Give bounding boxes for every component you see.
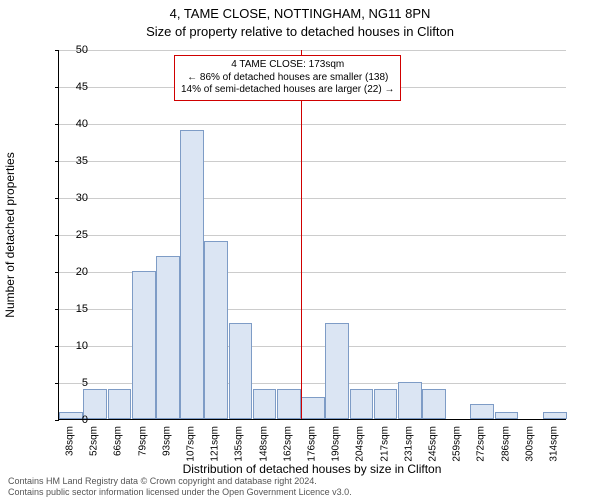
histogram-bar <box>180 130 204 419</box>
annotation-line2: ← 86% of detached houses are smaller (13… <box>181 72 394 85</box>
ytick-label: 5 <box>58 377 88 389</box>
xtick-label: 93sqm <box>161 426 172 456</box>
xtick-label: 66sqm <box>113 426 124 456</box>
chart-container: 4, TAME CLOSE, NOTTINGHAM, NG11 8PN Size… <box>0 0 600 500</box>
ytick-label: 15 <box>58 303 88 315</box>
histogram-bar <box>470 404 494 419</box>
xtick-label: 231sqm <box>403 426 414 462</box>
xtick-label: 38sqm <box>65 426 76 456</box>
xtick-label: 79sqm <box>137 426 148 456</box>
xtick-label: 148sqm <box>258 426 269 462</box>
gridline <box>59 124 566 125</box>
histogram-bar <box>422 389 446 419</box>
ytick-label: 45 <box>58 81 88 93</box>
xtick-label: 259sqm <box>452 426 463 462</box>
ytick-label: 50 <box>58 44 88 56</box>
gridline <box>59 161 566 162</box>
xtick-label: 245sqm <box>427 426 438 462</box>
annotation-box: 4 TAME CLOSE: 173sqm← 86% of detached ho… <box>174 55 401 101</box>
histogram-bar <box>543 412 567 419</box>
xtick-label: 162sqm <box>282 426 293 462</box>
histogram-bar <box>495 412 519 419</box>
histogram-bar <box>132 271 156 419</box>
xtick-label: 286sqm <box>500 426 511 462</box>
histogram-bar <box>204 241 228 419</box>
chart-title-address: 4, TAME CLOSE, NOTTINGHAM, NG11 8PN <box>0 6 600 21</box>
ytick-label: 25 <box>58 229 88 241</box>
xtick-label: 121sqm <box>210 426 221 462</box>
annotation-line1: 4 TAME CLOSE: 173sqm <box>181 59 394 72</box>
gridline <box>59 198 566 199</box>
xtick-label: 217sqm <box>379 426 390 462</box>
footer-line1: Contains HM Land Registry data © Crown c… <box>8 476 352 487</box>
histogram-bar <box>253 389 277 419</box>
histogram-bar <box>398 382 422 419</box>
histogram-bar <box>229 323 253 419</box>
ytick-label: 40 <box>58 118 88 130</box>
xtick-label: 107sqm <box>186 426 197 462</box>
attribution-footer: Contains HM Land Registry data © Crown c… <box>8 476 352 498</box>
histogram-bar <box>350 389 374 419</box>
footer-line2: Contains public sector information licen… <box>8 487 352 498</box>
xtick-label: 190sqm <box>331 426 342 462</box>
ytick-label: 0 <box>58 414 88 426</box>
gridline <box>59 50 566 51</box>
chart-subtitle: Size of property relative to detached ho… <box>0 24 600 39</box>
annotation-line3: 14% of semi-detached houses are larger (… <box>181 84 394 97</box>
reference-line <box>301 50 302 419</box>
ytick-label: 10 <box>58 340 88 352</box>
histogram-bar <box>325 323 349 419</box>
ytick-label: 20 <box>58 266 88 278</box>
xtick-label: 204sqm <box>355 426 366 462</box>
xtick-label: 176sqm <box>307 426 318 462</box>
plot-area: 4 TAME CLOSE: 173sqm← 86% of detached ho… <box>58 50 566 420</box>
histogram-bar <box>374 389 398 419</box>
gridline <box>59 235 566 236</box>
xtick-label: 314sqm <box>548 426 559 462</box>
histogram-bar <box>301 397 325 419</box>
y-axis-label: Number of detached properties <box>3 152 17 317</box>
xtick-label: 135sqm <box>234 426 245 462</box>
xtick-label: 52sqm <box>89 426 100 456</box>
xtick-label: 300sqm <box>524 426 535 462</box>
xtick-label: 272sqm <box>476 426 487 462</box>
ytick-label: 35 <box>58 155 88 167</box>
x-axis-label: Distribution of detached houses by size … <box>58 462 566 476</box>
histogram-bar <box>156 256 180 419</box>
ytick-label: 30 <box>58 192 88 204</box>
histogram-bar <box>277 389 301 419</box>
histogram-bar <box>108 389 132 419</box>
